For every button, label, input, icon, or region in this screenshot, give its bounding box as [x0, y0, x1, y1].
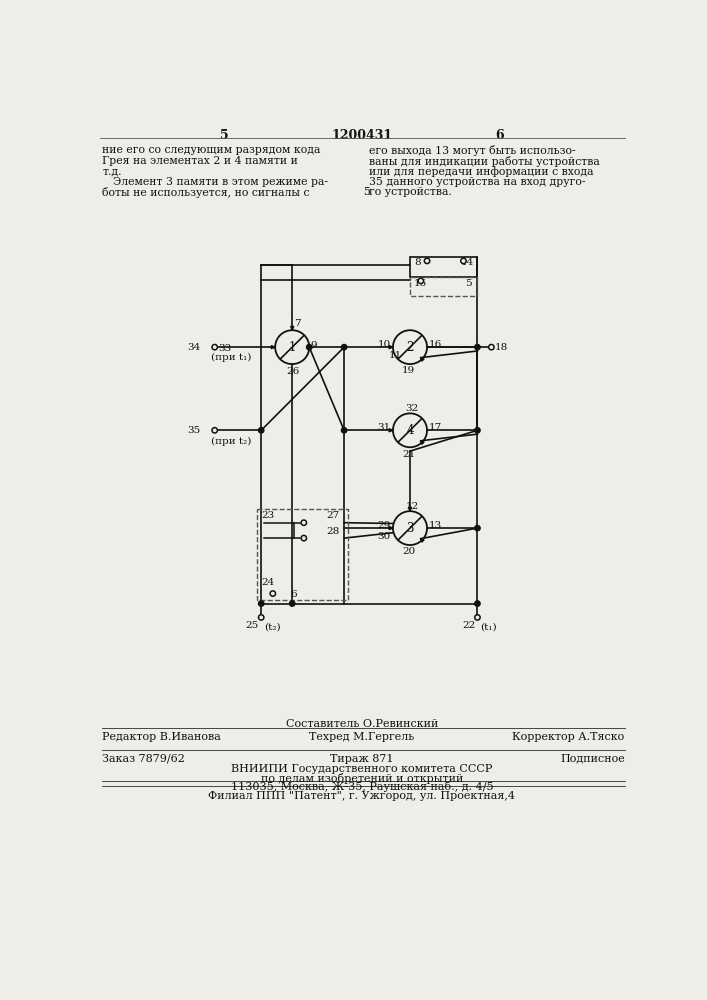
- Text: ВНИИПИ Государственного комитета СССР: ВНИИПИ Государственного комитета СССР: [231, 764, 493, 774]
- Circle shape: [259, 615, 264, 620]
- Text: го устройства.: го устройства.: [369, 187, 452, 197]
- Text: Корректор А.Тяско: Корректор А.Тяско: [513, 732, 625, 742]
- Text: 18: 18: [495, 343, 508, 352]
- Text: 9: 9: [311, 341, 317, 350]
- Circle shape: [212, 428, 218, 433]
- Text: 6: 6: [290, 590, 296, 599]
- Text: 17: 17: [428, 423, 442, 432]
- Text: 3: 3: [407, 522, 414, 535]
- Circle shape: [474, 615, 480, 620]
- Circle shape: [212, 344, 218, 350]
- Text: (при t₂): (при t₂): [211, 436, 251, 446]
- Text: Грея на элементах 2 и 4 памяти и: Грея на элементах 2 и 4 памяти и: [103, 156, 298, 166]
- Text: 6: 6: [495, 129, 503, 142]
- Text: 7: 7: [293, 319, 300, 328]
- Polygon shape: [420, 357, 424, 361]
- Text: 24: 24: [261, 578, 274, 587]
- Text: 28: 28: [327, 527, 339, 536]
- Circle shape: [489, 344, 494, 350]
- Text: 1: 1: [288, 341, 296, 354]
- Bar: [257, 509, 348, 600]
- Text: 35 данного устройства на вход друго-: 35 данного устройства на вход друго-: [369, 177, 585, 187]
- Text: 20: 20: [402, 547, 416, 556]
- Text: Редактор В.Иванова: Редактор В.Иванова: [103, 732, 221, 742]
- Text: 2: 2: [407, 341, 414, 354]
- Circle shape: [341, 344, 347, 350]
- Text: 113035, Москва, Ж-35, Раушская наб., д. 4/5: 113035, Москва, Ж-35, Раушская наб., д. …: [230, 781, 493, 792]
- Text: (t₂): (t₂): [264, 623, 281, 632]
- Text: Заказ 7879/62: Заказ 7879/62: [103, 754, 185, 764]
- Circle shape: [259, 428, 264, 433]
- Text: 5: 5: [363, 187, 370, 197]
- Text: ние его со следующим разрядом кода: ние его со следующим разрядом кода: [103, 145, 321, 155]
- Text: Филиал ППП "Патент", г. Ужгород, ул. Проектная,4: Филиал ППП "Патент", г. Ужгород, ул. Про…: [209, 791, 515, 801]
- Circle shape: [270, 591, 276, 596]
- Text: 5: 5: [465, 279, 472, 288]
- Text: 22: 22: [462, 620, 475, 630]
- Polygon shape: [271, 346, 275, 349]
- Circle shape: [307, 344, 312, 350]
- Text: Техред М.Гергель: Техред М.Гергель: [310, 732, 414, 742]
- Polygon shape: [389, 346, 393, 349]
- Text: 32: 32: [405, 404, 419, 413]
- Polygon shape: [409, 507, 411, 511]
- Text: 8: 8: [414, 258, 421, 267]
- Polygon shape: [420, 440, 424, 444]
- Circle shape: [341, 428, 347, 433]
- Text: 16: 16: [428, 340, 442, 349]
- Text: ваны для индикации работы устройства: ваны для индикации работы устройства: [369, 156, 600, 167]
- Text: 12: 12: [405, 502, 419, 511]
- Text: 31: 31: [378, 423, 391, 432]
- Text: 1200431: 1200431: [332, 129, 392, 142]
- Polygon shape: [291, 326, 293, 330]
- Text: (при t₁): (при t₁): [211, 353, 251, 362]
- Polygon shape: [389, 429, 393, 432]
- Text: 5: 5: [221, 129, 229, 142]
- Text: или для передачи информации с входа: или для передачи информации с входа: [369, 166, 593, 177]
- Text: 35: 35: [187, 426, 201, 435]
- Circle shape: [289, 601, 295, 606]
- Text: 30: 30: [378, 532, 391, 541]
- Circle shape: [301, 535, 307, 541]
- Text: 33: 33: [218, 344, 232, 353]
- Text: по делам изобретений и открытий: по делам изобретений и открытий: [261, 773, 463, 784]
- Bar: [410, 277, 477, 296]
- Text: 13: 13: [428, 521, 442, 530]
- Text: его выхода 13 могут быть использо-: его выхода 13 могут быть использо-: [369, 145, 575, 156]
- Circle shape: [301, 520, 307, 525]
- Text: 11: 11: [389, 351, 402, 360]
- Circle shape: [418, 278, 423, 284]
- Text: 4: 4: [407, 424, 414, 437]
- Text: 34: 34: [187, 343, 201, 352]
- Polygon shape: [420, 538, 424, 542]
- Text: 25: 25: [245, 620, 259, 630]
- Text: Составитель О.Ревинский: Составитель О.Ревинский: [286, 719, 438, 729]
- Text: 29: 29: [378, 521, 391, 530]
- Text: 14: 14: [460, 258, 474, 267]
- Text: 27: 27: [327, 511, 339, 520]
- Circle shape: [424, 258, 430, 264]
- Text: т.д.: т.д.: [103, 166, 122, 176]
- Circle shape: [461, 258, 466, 264]
- Text: 19: 19: [402, 366, 416, 375]
- Text: боты не используется, но сигналы с: боты не используется, но сигналы с: [103, 187, 310, 198]
- Text: 21: 21: [402, 450, 416, 459]
- Text: (t₁): (t₁): [481, 623, 497, 632]
- Text: 26: 26: [286, 367, 299, 376]
- Circle shape: [259, 601, 264, 606]
- Text: 23: 23: [261, 511, 274, 520]
- Text: 15: 15: [414, 279, 427, 288]
- Text: Тираж 871: Тираж 871: [330, 754, 394, 764]
- Circle shape: [474, 344, 480, 350]
- Circle shape: [474, 428, 480, 433]
- Text: Элемент 3 памяти в этом режиме ра-: Элемент 3 памяти в этом режиме ра-: [113, 177, 328, 187]
- Circle shape: [474, 601, 480, 606]
- Text: Подписное: Подписное: [560, 754, 625, 764]
- Circle shape: [474, 525, 480, 531]
- Text: 10: 10: [378, 340, 391, 349]
- Polygon shape: [389, 527, 393, 530]
